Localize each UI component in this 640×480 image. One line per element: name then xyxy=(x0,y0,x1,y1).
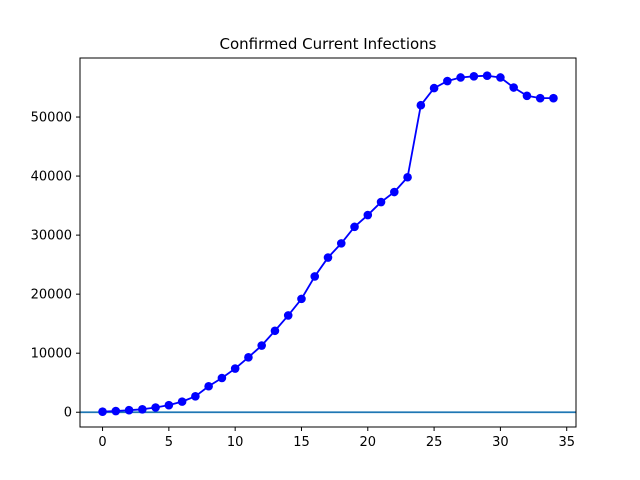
data-point xyxy=(191,391,200,401)
data-point xyxy=(177,397,187,406)
x-tick-label: 10 xyxy=(227,435,244,450)
data-point xyxy=(376,197,386,207)
data-point xyxy=(270,326,280,336)
data-point xyxy=(323,253,333,262)
data-point xyxy=(363,210,373,220)
x-tick-label: 35 xyxy=(558,435,575,450)
data-point xyxy=(482,71,492,81)
plot-frame xyxy=(79,57,577,428)
y-tick-label: 0 xyxy=(64,406,72,421)
data-point xyxy=(138,404,147,414)
data-point xyxy=(403,172,412,182)
data-point xyxy=(416,100,426,110)
data-point xyxy=(151,403,160,412)
data-point xyxy=(522,91,532,101)
data-point xyxy=(443,76,452,86)
data-point xyxy=(111,406,121,416)
data-point xyxy=(164,400,174,410)
x-tick-label: 5 xyxy=(165,435,173,450)
y-tick-label: 50000 xyxy=(31,111,72,126)
y-tick-label: 40000 xyxy=(31,170,72,185)
data-point xyxy=(549,93,558,103)
data-point xyxy=(336,239,346,248)
data-point xyxy=(535,93,545,103)
x-tick-label: 15 xyxy=(293,435,310,450)
data-point xyxy=(230,364,240,373)
y-tick-label: 20000 xyxy=(31,288,72,303)
data-point xyxy=(350,222,359,232)
data-point xyxy=(469,72,479,81)
chart-title: Confirmed Current Infections xyxy=(220,35,437,53)
x-tick-label: 20 xyxy=(360,435,377,450)
data-point xyxy=(429,83,439,93)
y-tick-label: 30000 xyxy=(31,229,72,244)
data-point xyxy=(509,83,518,92)
x-tick-label: 30 xyxy=(492,435,509,450)
x-tick-label: 0 xyxy=(98,435,106,450)
data-point xyxy=(244,353,253,362)
plot-area: 0 5 10 15 20 25 30 35 0 10000 20000 30000 40000 50000 xyxy=(31,71,576,450)
y-tick-label: 10000 xyxy=(31,347,72,362)
data-point xyxy=(456,73,465,82)
data-point xyxy=(204,381,213,391)
data-point xyxy=(297,294,306,304)
data-point xyxy=(496,73,505,82)
data-point xyxy=(98,407,107,416)
data-point xyxy=(124,405,134,415)
data-point xyxy=(390,187,399,197)
data-point xyxy=(283,311,293,320)
data-point xyxy=(217,373,227,383)
data-point xyxy=(310,272,320,281)
data-point xyxy=(257,341,266,350)
x-tick-label: 25 xyxy=(426,435,443,450)
